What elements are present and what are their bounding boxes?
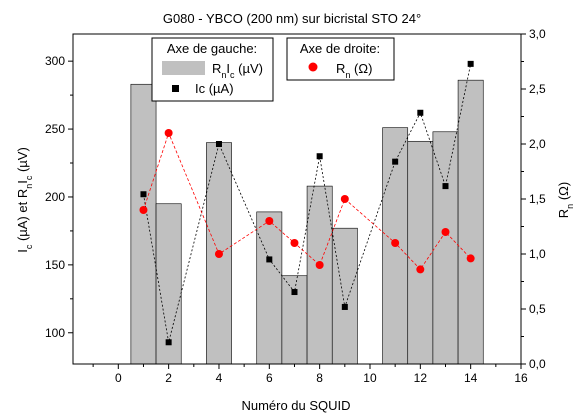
x-tick-label: 8 xyxy=(316,371,323,385)
rn-point-9 xyxy=(340,195,349,203)
legend-right-axis: Axe de droite: Rn (Ω) xyxy=(286,37,395,81)
y-right-tick-label: 2,0 xyxy=(529,137,546,151)
rn-point-12 xyxy=(416,265,425,274)
x-tick-label: 2 xyxy=(165,371,172,385)
y-axis-left-label: Ic (µA) et RnIc (µV) xyxy=(15,147,34,253)
rn-point-13 xyxy=(441,228,450,236)
y-left-tick-label: 100 xyxy=(45,326,65,340)
ic-point-14 xyxy=(467,60,474,67)
legend-ic-label: Ic (µA) xyxy=(195,81,234,96)
rn-point-1 xyxy=(139,206,148,214)
y-right-tick-label: 0,5 xyxy=(529,302,546,316)
rn-point-6 xyxy=(265,217,274,225)
x-axis-label: Numéro du SQUID xyxy=(241,398,350,413)
ic-point-4 xyxy=(215,141,222,147)
bar-squid-9 xyxy=(331,227,358,365)
y-right-tick-label: 1,5 xyxy=(529,192,546,206)
x-tick-label: 14 xyxy=(464,371,478,385)
legend-right-title: Axe de droite: xyxy=(300,41,380,56)
bar-squid-7 xyxy=(281,275,308,365)
ic-point-1 xyxy=(140,191,147,198)
bar-squid-6 xyxy=(256,211,283,365)
ic-point-11 xyxy=(392,158,399,165)
bar-squid-13 xyxy=(432,131,459,365)
legend-left-title: Axe de gauche: xyxy=(167,41,257,56)
rn-point-14 xyxy=(466,254,475,263)
y-left-tick-label: 150 xyxy=(45,258,65,272)
y-axis-right-label: Rn (Ω) xyxy=(556,182,575,218)
ic-point-2 xyxy=(165,339,172,346)
rn-point-2 xyxy=(164,129,173,137)
x-tick-label: 10 xyxy=(363,371,377,385)
ic-point-6 xyxy=(266,256,273,263)
legend-left-axis: Axe de gauche: RnIc (µV) Ic (µA) xyxy=(151,37,274,102)
x-tick-label: 6 xyxy=(266,371,273,385)
y-right-tick-label: 0,0 xyxy=(529,357,546,371)
ic-point-13 xyxy=(442,183,449,190)
x-tick-label: 0 xyxy=(115,371,122,385)
bar-squid-8 xyxy=(306,185,333,365)
x-tick-label: 4 xyxy=(216,371,223,385)
y-right-tick-label: 3,0 xyxy=(529,27,546,41)
y-left-tick-label: 300 xyxy=(45,54,65,68)
legend-rn-marker xyxy=(308,62,318,72)
plot-area: 0 2 4 6 8 10 12 14 16 100 150 200 250 300 0,0 0,5 1,0 1,5… xyxy=(45,27,546,385)
bar-squid-1 xyxy=(130,83,157,365)
bar-squid-12 xyxy=(407,140,434,365)
rn-point-4 xyxy=(214,250,223,258)
y-left-tick-label: 200 xyxy=(45,190,65,204)
y-right-tick-label: 2,5 xyxy=(529,82,546,96)
legend-bars-label: RnIc (µV) xyxy=(212,61,263,80)
legend-bars-swatch xyxy=(162,61,205,75)
x-tick-label: 12 xyxy=(414,371,428,385)
ic-point-8 xyxy=(316,153,323,160)
y-left-tick-label: 250 xyxy=(45,122,65,136)
legend-rn-label: Rn (Ω) xyxy=(336,61,372,80)
legend-ic-marker xyxy=(172,85,179,92)
x-tick-label: 16 xyxy=(514,371,528,385)
ic-point-9 xyxy=(341,303,348,310)
rn-point-8 xyxy=(315,261,324,269)
bar-squid-14 xyxy=(457,79,484,365)
ic-point-12 xyxy=(417,109,424,116)
chart-title: G080 - YBCO (200 nm) sur bicristal STO 2… xyxy=(163,11,421,26)
y-right-tick-label: 1,0 xyxy=(529,247,546,261)
ic-point-7 xyxy=(291,289,298,296)
rn-point-11 xyxy=(391,239,400,247)
rn-point-7 xyxy=(290,239,299,247)
bar-squid-2 xyxy=(155,203,182,365)
